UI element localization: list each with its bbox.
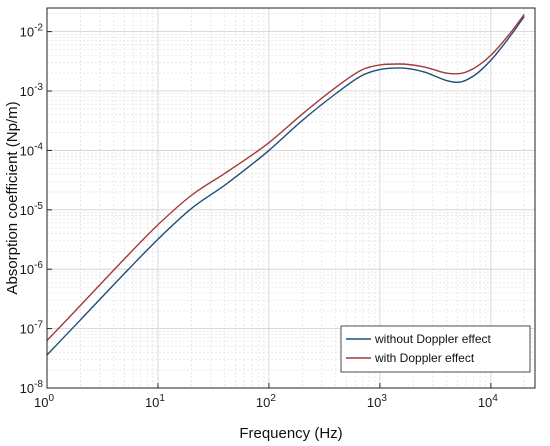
x-tick-label: 101	[145, 393, 165, 410]
legend-box	[340, 325, 531, 373]
legend-label-without-doppler: without Doppler effect	[374, 332, 492, 346]
series-line-without-doppler	[46, 16, 525, 356]
x-tick-label: 103	[367, 393, 387, 410]
x-tick-label: 102	[256, 393, 276, 410]
y-tick-label: 10-2	[20, 23, 44, 40]
plot-frame	[46, 7, 536, 389]
y-tick-label: 10-5	[20, 201, 44, 218]
series-line-with-doppler	[46, 13, 525, 342]
y-tick-label: 10-4	[20, 141, 44, 158]
y-tick-label: 10-7	[20, 320, 44, 337]
series-lines	[46, 13, 525, 356]
x-axis-ticks: 100 101 102 103 104	[34, 383, 498, 410]
y-tick-label: 10-6	[20, 260, 44, 277]
x-tick-label: 104	[478, 393, 498, 410]
y-axis-label: Absorption coefficient (Np/m)	[4, 101, 21, 294]
y-axis-ticks: 10-8 10-7 10-6 10-5 10-4 10-3 10-2	[20, 23, 52, 396]
legend-label-with-doppler: with Doppler effect	[374, 351, 475, 365]
y-tick-label: 10-3	[20, 82, 44, 99]
x-tick-label: 100	[34, 393, 54, 410]
x-axis-label: Frequency (Hz)	[239, 425, 342, 442]
legend: without Doppler effect with Doppler effe…	[340, 325, 531, 373]
y-tick-label: 10-8	[20, 379, 44, 396]
grid	[46, 8, 535, 389]
plot-background	[47, 8, 535, 388]
